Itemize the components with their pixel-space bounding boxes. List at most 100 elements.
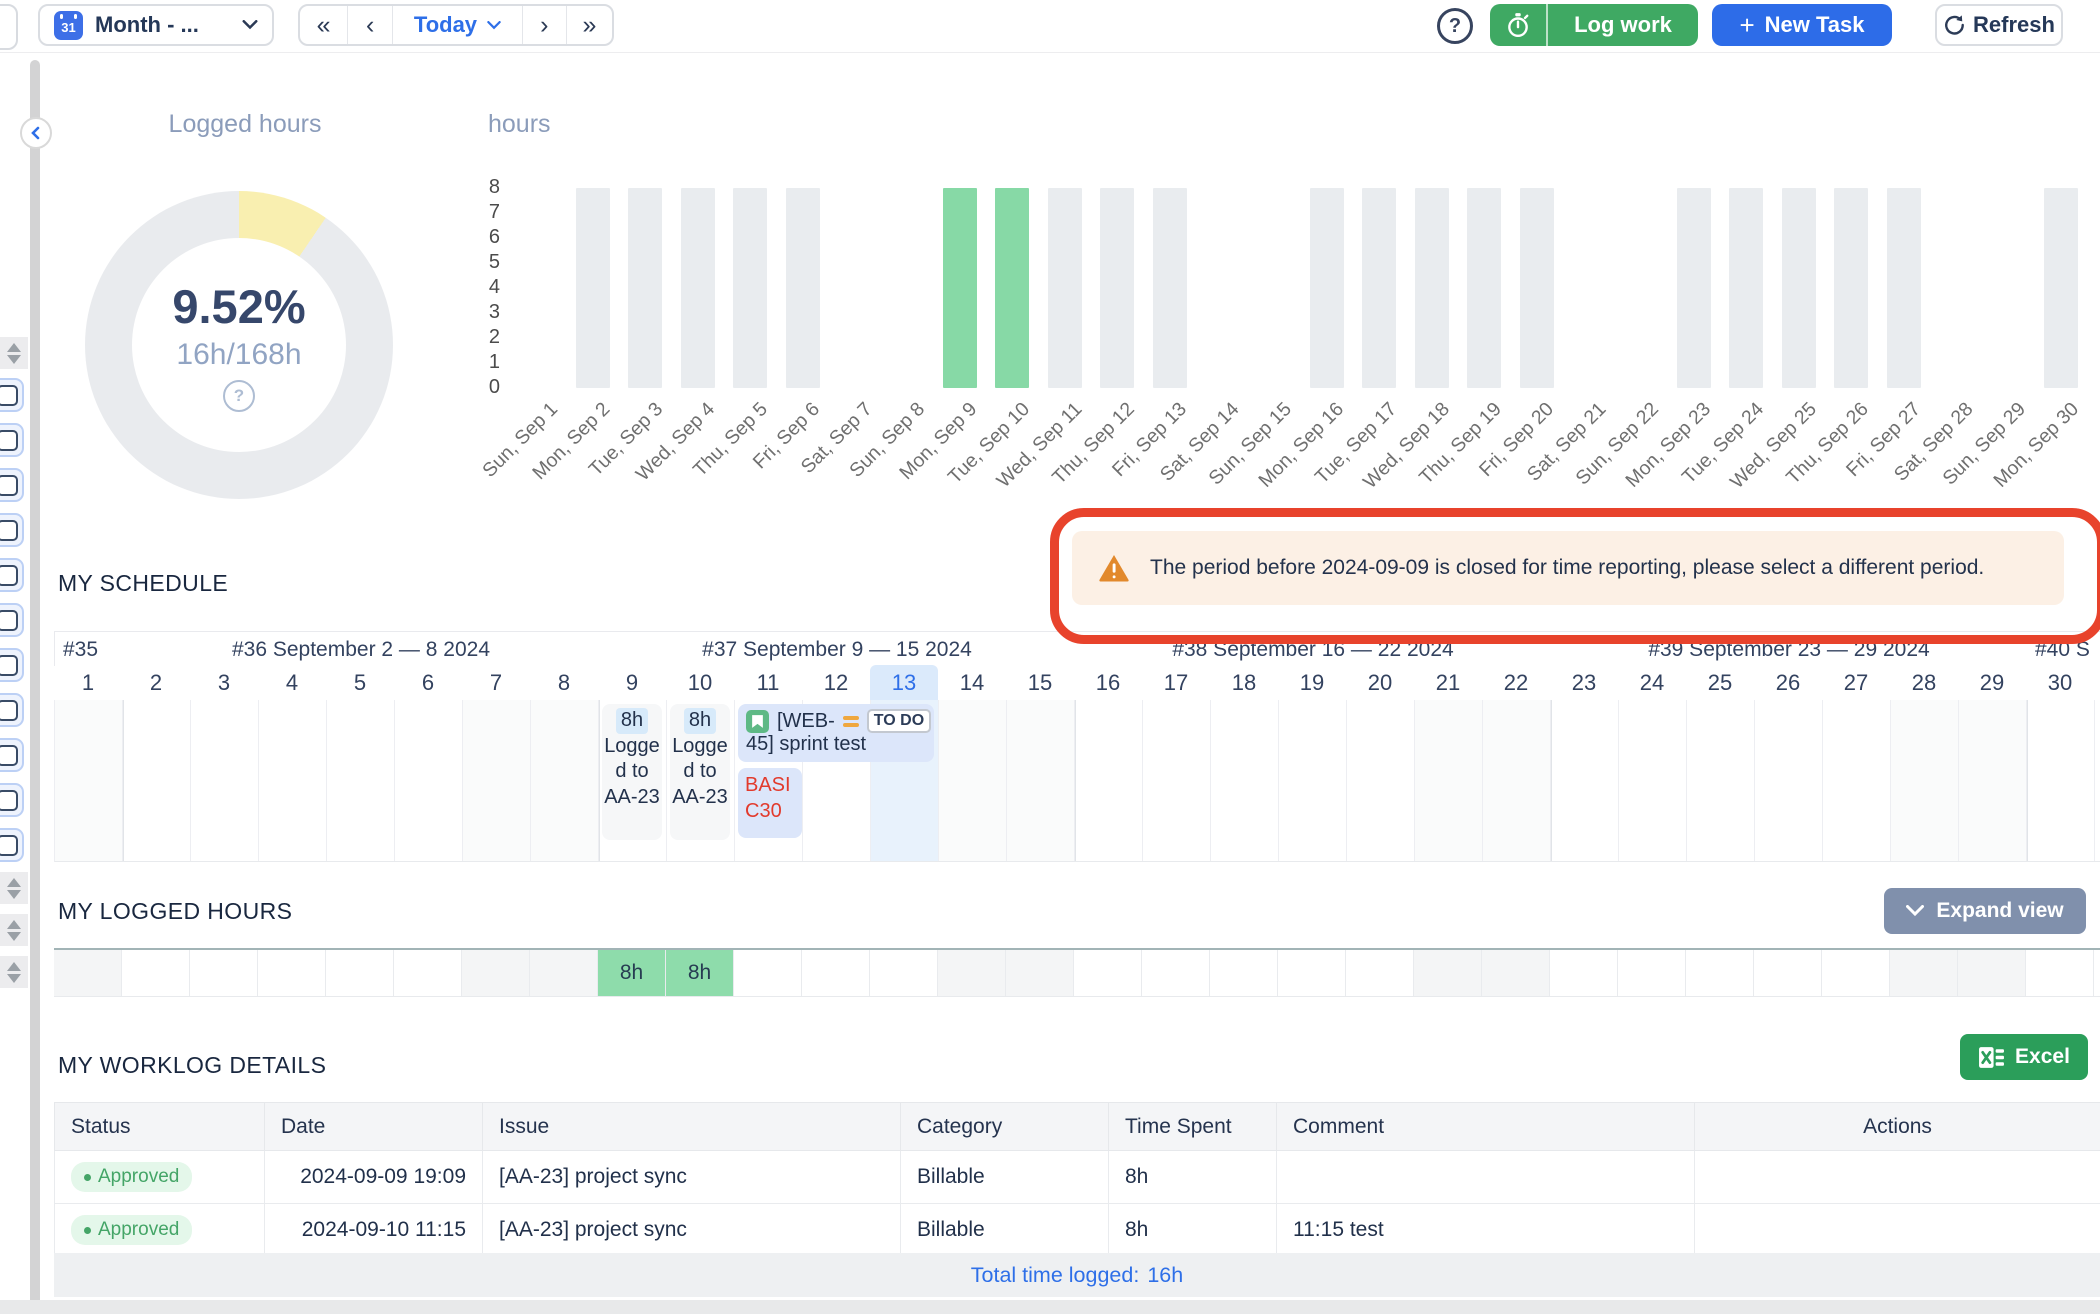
collapse-panel-button[interactable] (20, 117, 52, 149)
schedule-day-cell[interactable] (1619, 700, 1687, 861)
schedule-day-cell[interactable] (123, 700, 191, 861)
schedule-tag-card[interactable]: BASIC30 (738, 768, 802, 838)
sort-handle[interactable] (0, 337, 28, 369)
donut-help-icon[interactable]: ? (223, 380, 255, 412)
schedule-day-cell[interactable] (1755, 700, 1823, 861)
schedule-day-cell[interactable] (327, 700, 395, 861)
cutoff-button-fragment[interactable] (0, 4, 18, 50)
sort-handle[interactable] (0, 914, 28, 946)
logged-hours-cell[interactable] (122, 950, 190, 996)
schedule-day-number[interactable]: 14 (938, 665, 1006, 700)
logged-hours-cell[interactable] (1414, 950, 1482, 996)
schedule-day-number[interactable]: 16 (1074, 665, 1142, 700)
logged-hours-cell[interactable] (870, 950, 938, 996)
logged-hours-cell[interactable] (530, 950, 598, 996)
logged-hours-cell[interactable] (938, 950, 1006, 996)
schedule-day-cell[interactable] (55, 700, 123, 861)
schedule-day-cell[interactable] (1687, 700, 1755, 861)
schedule-day-number[interactable]: 11 (734, 665, 802, 700)
help-button[interactable]: ? (1437, 8, 1473, 44)
panel-item-icon[interactable] (0, 693, 24, 727)
schedule-day-cell[interactable] (259, 700, 327, 861)
schedule-day-cell[interactable] (395, 700, 463, 861)
panel-item-icon[interactable] (0, 468, 24, 502)
schedule-day-number[interactable]: 4 (258, 665, 326, 700)
schedule-day-number[interactable]: 1 (54, 665, 122, 700)
schedule-day-number[interactable]: 27 (1822, 665, 1890, 700)
next-period-button[interactable]: › (523, 6, 567, 44)
log-work-button[interactable]: Log work (1548, 4, 1698, 46)
schedule-day-cell[interactable] (1415, 700, 1483, 861)
logged-hours-cell[interactable] (394, 950, 462, 996)
schedule-day-number[interactable]: 10 (666, 665, 734, 700)
logged-hours-cell[interactable] (1006, 950, 1074, 996)
panel-item-icon[interactable] (0, 513, 24, 547)
logged-hours-cell[interactable] (326, 950, 394, 996)
first-period-button[interactable]: « (300, 6, 348, 44)
logged-hours-cell[interactable] (1754, 950, 1822, 996)
logged-hours-cell[interactable] (1074, 950, 1142, 996)
schedule-day-cell[interactable] (531, 700, 599, 861)
export-excel-button[interactable]: Excel (1960, 1034, 2088, 1080)
last-period-button[interactable]: » (567, 6, 612, 44)
expand-view-button[interactable]: Expand view (1884, 888, 2086, 934)
logged-hours-cell[interactable]: 8h (666, 950, 734, 996)
schedule-day-number[interactable]: 19 (1278, 665, 1346, 700)
schedule-day-cell[interactable] (1211, 700, 1279, 861)
schedule-day-number[interactable]: 2 (122, 665, 190, 700)
prev-period-button[interactable]: ‹ (348, 6, 393, 44)
schedule-day-number[interactable]: 20 (1346, 665, 1414, 700)
schedule-day-number[interactable]: 29 (1958, 665, 2026, 700)
schedule-day-number[interactable]: 12 (802, 665, 870, 700)
logged-hours-cell[interactable] (1890, 950, 1958, 996)
schedule-day-cell[interactable] (1007, 700, 1075, 861)
schedule-day-number[interactable]: 3 (190, 665, 258, 700)
timer-button[interactable] (1490, 4, 1548, 46)
logged-hours-cell[interactable] (1210, 950, 1278, 996)
logged-hours-cell[interactable] (54, 950, 122, 996)
schedule-day-cell[interactable] (1347, 700, 1415, 861)
schedule-day-number[interactable]: 28 (1890, 665, 1958, 700)
schedule-day-number[interactable]: 21 (1414, 665, 1482, 700)
panel-item-icon[interactable] (0, 783, 24, 817)
panel-item-icon[interactable] (0, 828, 24, 862)
schedule-day-cell[interactable] (1279, 700, 1347, 861)
schedule-day-number[interactable]: 18 (1210, 665, 1278, 700)
panel-item-icon[interactable] (0, 423, 24, 457)
schedule-day-number[interactable]: 23 (1550, 665, 1618, 700)
panel-item-icon[interactable] (0, 738, 24, 772)
schedule-day-number[interactable]: 13 (870, 665, 938, 700)
logged-hours-cell[interactable] (2026, 950, 2094, 996)
schedule-day-number[interactable]: 7 (462, 665, 530, 700)
logged-hours-cell[interactable] (1142, 950, 1210, 996)
panel-item-icon[interactable] (0, 558, 24, 592)
schedule-day-number[interactable]: 6 (394, 665, 462, 700)
logged-hours-cell[interactable] (1618, 950, 1686, 996)
logged-hours-cell[interactable] (1958, 950, 2026, 996)
schedule-day-number[interactable]: 25 (1686, 665, 1754, 700)
logged-hours-cell[interactable] (462, 950, 530, 996)
schedule-day-cell[interactable] (1143, 700, 1211, 861)
schedule-day-number[interactable]: 30 (2026, 665, 2094, 700)
schedule-day-cell[interactable] (1075, 700, 1143, 861)
logged-hours-cell[interactable] (1346, 950, 1414, 996)
new-task-button[interactable]: + New Task (1712, 4, 1892, 46)
schedule-day-cell[interactable] (463, 700, 531, 861)
sort-handle[interactable] (0, 956, 28, 988)
logged-hours-cell[interactable] (1822, 950, 1890, 996)
schedule-day-number[interactable]: 17 (1142, 665, 1210, 700)
logged-hours-cell[interactable] (190, 950, 258, 996)
schedule-day-cell[interactable] (1551, 700, 1619, 861)
horizontal-scrollbar[interactable] (0, 1300, 2100, 1314)
schedule-day-number[interactable]: 15 (1006, 665, 1074, 700)
schedule-day-number[interactable]: 26 (1754, 665, 1822, 700)
schedule-day-cell[interactable] (1959, 700, 2027, 861)
sort-handle[interactable] (0, 872, 28, 904)
schedule-day-number[interactable]: 9 (598, 665, 666, 700)
logged-hours-cell[interactable] (1550, 950, 1618, 996)
schedule-day-cell[interactable] (2027, 700, 2095, 861)
schedule-day-cell[interactable] (1823, 700, 1891, 861)
schedule-day-cell[interactable] (939, 700, 1007, 861)
panel-item-icon[interactable] (0, 648, 24, 682)
logged-hours-cell[interactable]: 8h (598, 950, 666, 996)
